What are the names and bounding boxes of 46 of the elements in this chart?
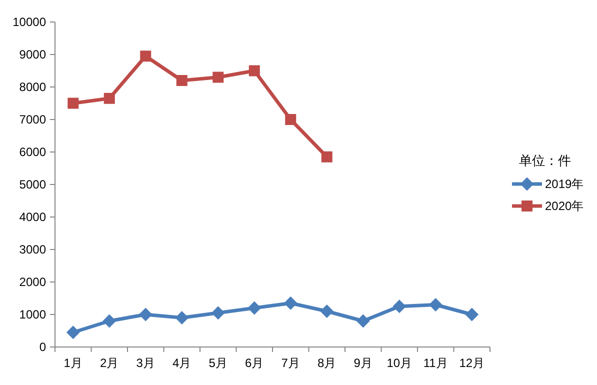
x-tick-label: 2月 bbox=[100, 356, 119, 370]
legend-label: 2020年 bbox=[545, 199, 584, 213]
point bbox=[248, 65, 260, 76]
x-tick-label: 8月 bbox=[318, 356, 336, 370]
y-tick-label: 1000 bbox=[19, 308, 46, 322]
x-tick-label: 1月 bbox=[64, 356, 82, 370]
x-tick-label: 5月 bbox=[208, 356, 228, 370]
legend-label: 2019年 bbox=[545, 177, 584, 191]
y-tick-label: 10000 bbox=[12, 15, 46, 29]
x-tick-label: 7月 bbox=[281, 356, 300, 370]
point bbox=[285, 114, 296, 125]
y-tick-label: 2000 bbox=[19, 275, 46, 289]
y-tick-label: 6000 bbox=[19, 145, 46, 159]
point bbox=[102, 314, 116, 328]
point bbox=[321, 151, 332, 162]
point bbox=[248, 302, 261, 314]
x-tick-label: 9月 bbox=[354, 356, 372, 370]
y-tick-label: 0 bbox=[39, 340, 46, 354]
y-tick-label: 7000 bbox=[19, 112, 46, 126]
point bbox=[68, 98, 79, 109]
legend-title: 单位：件 bbox=[519, 153, 571, 168]
point bbox=[66, 326, 80, 339]
x-tick-label: 11月 bbox=[423, 356, 448, 370]
point bbox=[429, 298, 442, 312]
x-tick-label: 6月 bbox=[245, 356, 264, 370]
x-tick-label: 4月 bbox=[172, 356, 192, 370]
x-tick-label: 10月 bbox=[386, 356, 412, 370]
point bbox=[465, 308, 478, 321]
x-tick-label: 3月 bbox=[136, 356, 155, 370]
point bbox=[104, 92, 115, 104]
point bbox=[356, 314, 370, 328]
y-tick-label: 4000 bbox=[19, 210, 46, 224]
point bbox=[212, 72, 224, 83]
y-tick-label: 9000 bbox=[19, 48, 46, 62]
point bbox=[139, 308, 152, 321]
point bbox=[320, 304, 334, 318]
point bbox=[392, 300, 406, 313]
point bbox=[284, 296, 298, 310]
point bbox=[175, 311, 188, 324]
y-tick-label: 5000 bbox=[19, 178, 46, 192]
point bbox=[176, 75, 188, 86]
y-tick-label: 8000 bbox=[19, 80, 46, 94]
y-tick-label: 3000 bbox=[19, 242, 46, 256]
point bbox=[212, 306, 225, 320]
x-tick-label: 12月 bbox=[459, 356, 485, 370]
point bbox=[140, 50, 152, 62]
